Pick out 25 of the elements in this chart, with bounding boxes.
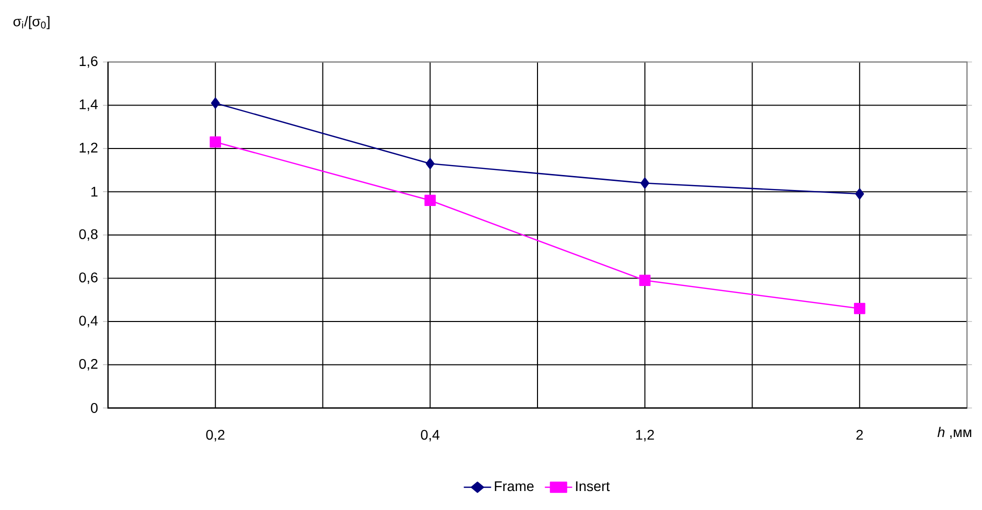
point	[424, 194, 436, 206]
x-tick-label: 0,4	[420, 430, 440, 442]
y-tick-label: 1,2	[80, 142, 98, 154]
y-tick-label: 0,2	[79, 358, 98, 371]
point	[426, 158, 435, 170]
x-axis-title: h ,мм	[938, 426, 972, 439]
point	[854, 302, 866, 314]
y-tick-label: 0,4	[79, 316, 98, 328]
legend-label: Insert	[576, 481, 610, 492]
legend-label: Frame	[494, 481, 534, 492]
point	[210, 136, 222, 148]
y-tick-label: 1,4	[80, 100, 98, 111]
point	[855, 188, 864, 200]
y-axis-title: σ$_{i}$/[σ$_{0}$]	[13, 16, 50, 30]
point	[640, 177, 650, 189]
x-tick-label: 1,2	[636, 430, 654, 442]
x-tick-label: 0,2	[206, 430, 224, 442]
y-tick-label: 0,8	[79, 229, 98, 241]
point	[639, 274, 651, 286]
point	[210, 97, 220, 109]
y-tick-label: 0	[90, 403, 98, 413]
y-tick-label: 1	[91, 186, 98, 197]
y-tick-label: 1,6	[80, 56, 98, 68]
x-tick-label: 2	[856, 430, 863, 440]
y-tick-label: 0,6	[79, 272, 98, 284]
